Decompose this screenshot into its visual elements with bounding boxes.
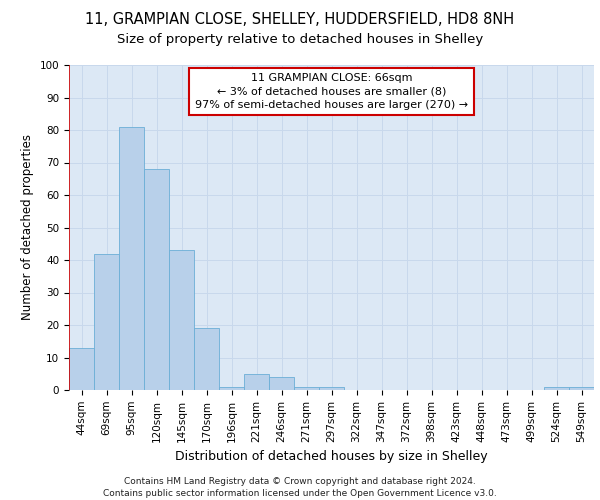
Bar	[319, 387, 344, 390]
Bar	[544, 387, 569, 390]
Bar	[119, 126, 144, 390]
Text: Size of property relative to detached houses in Shelley: Size of property relative to detached ho…	[117, 32, 483, 46]
Bar	[69, 348, 94, 390]
Bar	[294, 387, 319, 390]
Bar	[94, 254, 119, 390]
Text: 11 GRAMPIAN CLOSE: 66sqm
← 3% of detached houses are smaller (8)
97% of semi-det: 11 GRAMPIAN CLOSE: 66sqm ← 3% of detache…	[195, 73, 468, 110]
Bar	[244, 374, 269, 390]
Bar	[219, 387, 244, 390]
Bar	[569, 387, 594, 390]
Bar	[269, 377, 294, 390]
Bar	[144, 169, 169, 390]
Bar	[194, 328, 219, 390]
Bar	[169, 250, 194, 390]
Text: Contains HM Land Registry data © Crown copyright and database right 2024.
Contai: Contains HM Land Registry data © Crown c…	[103, 476, 497, 498]
Y-axis label: Number of detached properties: Number of detached properties	[21, 134, 34, 320]
X-axis label: Distribution of detached houses by size in Shelley: Distribution of detached houses by size …	[175, 450, 488, 463]
Text: 11, GRAMPIAN CLOSE, SHELLEY, HUDDERSFIELD, HD8 8NH: 11, GRAMPIAN CLOSE, SHELLEY, HUDDERSFIEL…	[85, 12, 515, 28]
